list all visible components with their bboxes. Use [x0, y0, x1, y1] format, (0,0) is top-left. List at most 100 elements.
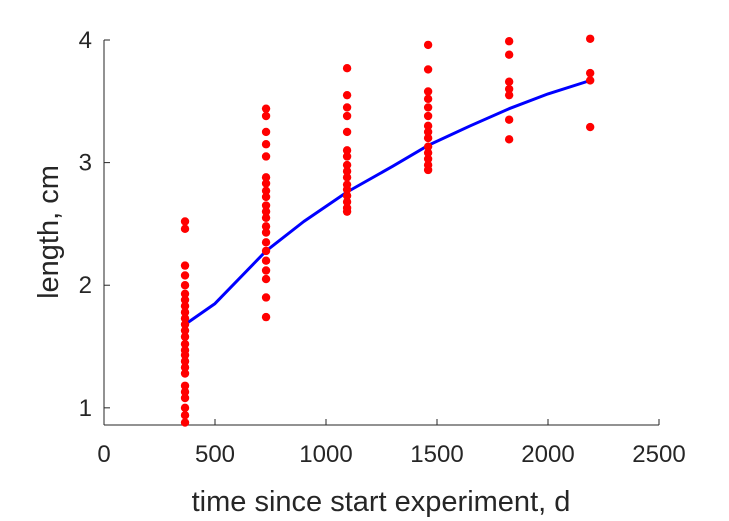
data-point	[261, 140, 271, 149]
data-point	[180, 387, 190, 397]
data-point	[261, 238, 271, 247]
data-point	[342, 185, 352, 194]
data-point	[261, 266, 271, 275]
data-point	[342, 152, 352, 161]
data-point	[423, 40, 433, 50]
data-point	[342, 111, 352, 121]
x-ticks: 0 500 1000 1500 2000 2500	[97, 419, 686, 468]
data-point	[261, 186, 271, 196]
data-point	[180, 320, 190, 329]
data-point	[342, 146, 352, 155]
data-point	[261, 228, 271, 237]
data-point	[504, 77, 514, 86]
data-point	[423, 148, 433, 158]
data-point	[342, 64, 352, 73]
data-point	[261, 111, 271, 121]
data-point	[261, 274, 271, 284]
data-point	[423, 127, 433, 137]
data-point	[180, 393, 190, 403]
data-point	[585, 34, 595, 43]
data-point	[342, 166, 352, 176]
data-point	[180, 332, 190, 341]
fit-layer	[183, 79, 592, 326]
data-point	[342, 160, 352, 170]
data-point	[423, 142, 433, 151]
data-point	[180, 403, 190, 413]
y-tick-label: 4	[79, 27, 92, 54]
data-point	[261, 179, 271, 188]
data-point	[423, 111, 433, 121]
data-point	[504, 115, 514, 124]
data-point	[180, 289, 190, 299]
data-point	[261, 222, 271, 231]
y-ticks: 1 2 3 4	[79, 27, 110, 422]
data-point	[180, 301, 190, 311]
data-point	[423, 154, 433, 164]
data-point	[585, 122, 595, 132]
data-point	[342, 191, 352, 200]
data-point	[423, 65, 433, 74]
points-layer	[180, 34, 595, 427]
x-tick-label: 500	[195, 441, 235, 468]
data-point	[180, 350, 190, 360]
data-point	[180, 418, 190, 427]
data-point	[180, 261, 190, 270]
data-point	[180, 339, 190, 349]
data-point	[180, 281, 190, 290]
data-point	[585, 76, 595, 85]
data-point	[504, 50, 514, 59]
data-point	[423, 94, 433, 104]
data-point	[261, 246, 271, 256]
data-point	[180, 307, 190, 317]
data-point	[261, 213, 271, 222]
data-point	[180, 363, 190, 372]
data-point	[261, 256, 271, 265]
data-point	[261, 173, 271, 182]
x-tick-label: 0	[97, 441, 110, 468]
data-point	[180, 314, 190, 323]
data-point	[423, 133, 433, 143]
y-tick-label: 1	[79, 395, 92, 422]
x-tick-label: 1500	[410, 441, 463, 468]
data-point	[180, 217, 190, 226]
y-tick-label: 2	[79, 272, 92, 299]
data-point	[342, 103, 352, 112]
data-point	[261, 152, 271, 161]
x-axis-title: time since start experiment, d	[192, 486, 571, 518]
data-point	[585, 68, 595, 78]
data-point	[342, 90, 352, 100]
y-axis-title: length, cm	[33, 165, 65, 299]
data-point	[180, 224, 190, 234]
x-tick-label: 2500	[632, 441, 685, 468]
x-tick-label: 2000	[521, 441, 574, 468]
data-point	[423, 87, 433, 96]
data-point	[180, 326, 190, 335]
data-point	[180, 271, 190, 280]
data-point	[180, 410, 190, 420]
y-tick-label: 3	[79, 150, 92, 177]
data-point	[180, 381, 190, 390]
data-point	[423, 121, 433, 131]
data-point	[261, 312, 271, 322]
data-point	[504, 84, 514, 94]
data-point	[180, 369, 190, 378]
data-point	[261, 192, 271, 202]
x-tick-label: 1000	[299, 441, 352, 468]
data-point	[342, 127, 352, 137]
axes	[103, 40, 659, 426]
data-point	[180, 357, 190, 366]
data-point	[261, 104, 271, 113]
data-point	[180, 295, 190, 305]
data-point	[504, 135, 514, 144]
data-point	[423, 165, 433, 175]
data-point	[261, 127, 271, 137]
data-point	[342, 197, 352, 207]
data-point	[261, 207, 271, 216]
fit-curve	[183, 79, 592, 326]
data-point	[342, 173, 352, 182]
data-point	[342, 207, 352, 216]
data-point	[504, 90, 514, 100]
data-point	[504, 37, 514, 46]
data-point	[261, 201, 271, 210]
